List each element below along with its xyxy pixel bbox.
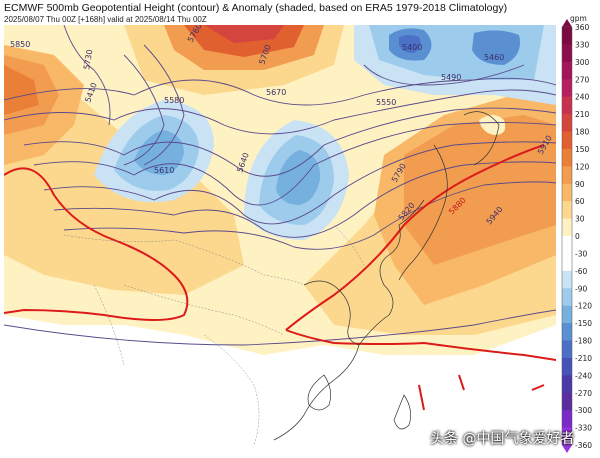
colorbar-swatch	[562, 148, 572, 167]
colorbar-tick-label: 120	[575, 162, 590, 171]
colorbar-tick-label: -270	[575, 389, 592, 398]
colorbar-swatch	[562, 323, 572, 341]
colorbar-swatch	[562, 27, 572, 45]
colorbar-swatch	[562, 96, 572, 115]
colorbar-tick-label: -360	[575, 441, 592, 450]
colorbar-tick-label: -150	[575, 319, 592, 328]
colorbar-tick-label: -120	[575, 302, 592, 311]
contour-label: 5460	[484, 53, 504, 62]
chart-title: ECMWF 500mb Geopotential Height (contour…	[4, 2, 508, 14]
colorbar-tick-label: 60	[575, 197, 585, 206]
colorbar-tick-label: -90	[575, 284, 587, 293]
colorbar-tick-label: 90	[575, 180, 585, 189]
colorbar-swatch	[562, 253, 572, 272]
colorbar-tick-label: 240	[575, 93, 590, 102]
colorbar-swatch	[562, 114, 572, 132]
anomaly-warm-east-inner	[404, 115, 556, 265]
colorbar-swatch	[562, 375, 572, 394]
anomaly-cold-ne-core	[399, 35, 421, 53]
colorbar-tick-label: -60	[575, 267, 587, 276]
colorbar-swatch	[562, 236, 572, 254]
colorbar-tick-label: -330	[575, 424, 592, 433]
anomaly-colorbar: gpm 3603303002702402101801501209060300-3…	[561, 14, 592, 453]
anomaly-warm-nw-center	[4, 65, 39, 115]
colorbar-swatch	[562, 79, 572, 98]
country-borders	[63, 224, 365, 446]
weather-map: 5850576057005670558054905400546055505410…	[4, 25, 556, 455]
colorbar-unit: gpm	[570, 14, 587, 23]
colorbar-swatch	[562, 427, 572, 446]
colorbar-swatch	[562, 183, 572, 202]
colorbar-tick-label: 150	[575, 145, 590, 154]
colorbar-tick-label: 30	[575, 215, 585, 224]
colorbar-swatch	[562, 270, 572, 289]
anomaly-cold-ne-right	[472, 30, 520, 65]
colorbar-tick-label: 180	[575, 128, 590, 137]
chart-subtitle: 2025/08/07 Thu 00Z [+168h] valid at 2025…	[4, 15, 207, 24]
anomaly-north-core	[204, 25, 284, 43]
contour-label: 5610	[154, 166, 174, 175]
colorbar-swatch	[562, 218, 572, 237]
contour-label: 5580	[164, 96, 184, 105]
colorbar-swatch	[562, 357, 572, 376]
colorbar-ticks: 3603303002702402101801501209060300-30-60…	[575, 23, 592, 450]
contour-label: 5550	[376, 98, 396, 107]
watermark-label: 头条 @中国气象爱好者	[430, 431, 575, 447]
colorbar-swatch	[562, 131, 572, 150]
anomaly-east-pale-spot	[479, 115, 506, 135]
colorbar-swatch	[562, 392, 572, 411]
colorbar-top-arrow	[562, 19, 572, 27]
colorbar-swatch	[562, 166, 572, 185]
colorbar-tick-label: 270	[575, 75, 590, 84]
colorbar-tick-label: -210	[575, 354, 592, 363]
colorbar-tick-label: 0	[575, 232, 580, 241]
colorbar-tick-label: 330	[575, 40, 590, 49]
colorbar-tick-label: 360	[575, 23, 590, 32]
colorbar-swatch	[562, 44, 572, 63]
colorbar-swatches	[561, 19, 573, 453]
colorbar-tick-label: -180	[575, 337, 592, 346]
anomaly-cold-central-inner	[276, 150, 321, 205]
contour-label: 5490	[441, 73, 461, 82]
colorbar-tick-label: -240	[575, 371, 592, 380]
colorbar-tick-label: 300	[575, 58, 590, 67]
colorbar-swatch	[562, 305, 572, 324]
colorbar-outline	[561, 26, 573, 446]
contour-label: 5730	[82, 49, 94, 71]
contour-label: 5670	[266, 88, 286, 97]
height-contours	[4, 25, 556, 346]
subtropical-high-contour	[4, 144, 556, 411]
colorbar-swatch	[562, 201, 572, 220]
contour-label: 5850	[10, 40, 30, 49]
colorbar-swatch	[562, 340, 572, 359]
colorbar-swatch	[562, 410, 572, 429]
colorbar-swatch	[562, 61, 572, 80]
coastlines	[273, 111, 500, 441]
colorbar-tick-label: -300	[575, 406, 592, 415]
colorbar-bottom-arrow	[562, 445, 572, 453]
contour-label: 5400	[402, 43, 422, 52]
colorbar-tick-label: 210	[575, 110, 590, 119]
colorbar-swatch	[562, 288, 572, 307]
colorbar-tick-label: -30	[575, 249, 587, 258]
